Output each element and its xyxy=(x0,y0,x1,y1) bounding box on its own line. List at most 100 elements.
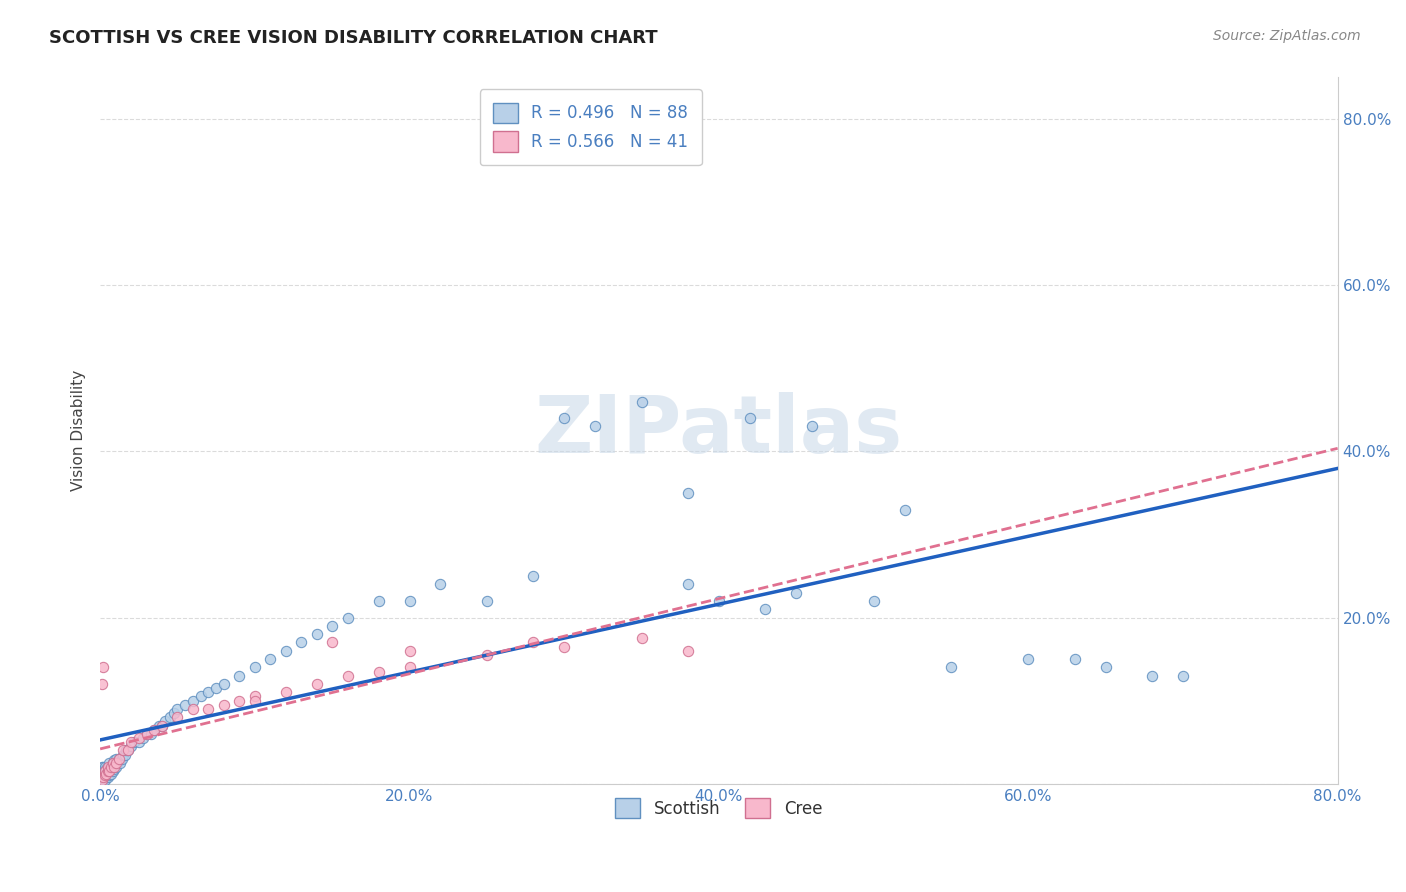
Point xyxy=(90,677,112,691)
Point xyxy=(862,594,884,608)
Point xyxy=(190,690,212,704)
Point xyxy=(90,768,112,782)
Point xyxy=(97,766,120,780)
Point xyxy=(707,594,730,608)
Point xyxy=(143,723,166,737)
Point xyxy=(120,739,142,754)
Point xyxy=(475,648,498,662)
Point xyxy=(274,685,297,699)
Point xyxy=(522,635,544,649)
Point xyxy=(101,756,124,770)
Point xyxy=(94,772,117,787)
Point xyxy=(120,735,142,749)
Legend: Scottish, Cree: Scottish, Cree xyxy=(609,791,830,825)
Point xyxy=(107,752,129,766)
Point xyxy=(94,768,117,782)
Point xyxy=(97,770,120,784)
Point xyxy=(104,756,127,770)
Point xyxy=(148,718,170,732)
Point xyxy=(321,635,343,649)
Point xyxy=(101,764,124,779)
Point xyxy=(738,411,761,425)
Point xyxy=(105,756,128,770)
Point xyxy=(166,710,188,724)
Point xyxy=(91,768,114,782)
Point xyxy=(367,594,389,608)
Point xyxy=(90,772,112,787)
Point xyxy=(163,706,186,720)
Point xyxy=(91,770,114,784)
Point xyxy=(101,756,124,770)
Point xyxy=(97,764,120,779)
Point xyxy=(90,760,112,774)
Point xyxy=(174,698,197,712)
Point xyxy=(212,698,235,712)
Point xyxy=(107,752,129,766)
Point xyxy=(104,752,127,766)
Point xyxy=(475,594,498,608)
Point xyxy=(429,577,451,591)
Point xyxy=(212,677,235,691)
Y-axis label: Vision Disability: Vision Disability xyxy=(72,370,86,491)
Point xyxy=(90,764,112,779)
Point xyxy=(135,727,157,741)
Point xyxy=(128,731,150,745)
Point xyxy=(243,693,266,707)
Point xyxy=(90,770,112,784)
Point xyxy=(114,747,136,762)
Point xyxy=(305,627,328,641)
Point xyxy=(398,644,420,658)
Point xyxy=(100,766,122,780)
Point xyxy=(181,702,204,716)
Point xyxy=(132,731,155,745)
Point xyxy=(630,632,652,646)
Point xyxy=(166,702,188,716)
Point xyxy=(274,644,297,658)
Point xyxy=(305,677,328,691)
Point xyxy=(96,766,118,780)
Point xyxy=(112,747,135,762)
Point xyxy=(94,768,117,782)
Point xyxy=(228,669,250,683)
Text: SCOTTISH VS CREE VISION DISABILITY CORRELATION CHART: SCOTTISH VS CREE VISION DISABILITY CORRE… xyxy=(49,29,658,47)
Point xyxy=(104,760,127,774)
Point xyxy=(336,610,359,624)
Point xyxy=(939,660,962,674)
Point xyxy=(100,760,122,774)
Point xyxy=(676,644,699,658)
Point xyxy=(112,743,135,757)
Point xyxy=(98,764,121,779)
Text: Source: ZipAtlas.com: Source: ZipAtlas.com xyxy=(1213,29,1361,44)
Text: ZIPatlas: ZIPatlas xyxy=(534,392,903,469)
Point xyxy=(243,690,266,704)
Point xyxy=(128,735,150,749)
Point xyxy=(630,394,652,409)
Point xyxy=(150,718,173,732)
Point xyxy=(1171,669,1194,683)
Point xyxy=(98,756,121,770)
Point xyxy=(398,594,420,608)
Point xyxy=(1140,669,1163,683)
Point xyxy=(522,569,544,583)
Point xyxy=(91,764,114,779)
Point xyxy=(94,764,117,779)
Point xyxy=(96,770,118,784)
Point xyxy=(103,754,125,768)
Point xyxy=(91,660,114,674)
Point xyxy=(228,693,250,707)
Point xyxy=(103,760,125,774)
Point xyxy=(259,652,281,666)
Point xyxy=(205,681,228,695)
Point xyxy=(800,419,823,434)
Point xyxy=(143,723,166,737)
Point xyxy=(676,577,699,591)
Point xyxy=(159,710,181,724)
Point xyxy=(94,760,117,774)
Point xyxy=(96,762,118,776)
Point xyxy=(117,743,139,757)
Point xyxy=(91,772,114,787)
Point xyxy=(150,718,173,732)
Point xyxy=(103,762,125,776)
Point xyxy=(553,411,575,425)
Point xyxy=(321,619,343,633)
